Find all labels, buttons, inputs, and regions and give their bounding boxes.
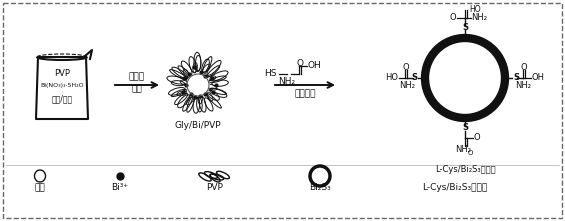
Text: HO: HO: [469, 4, 481, 13]
Polygon shape: [36, 57, 88, 119]
Text: HS: HS: [264, 69, 277, 78]
Text: S: S: [513, 74, 519, 82]
Text: S: S: [411, 74, 417, 82]
Text: HO: HO: [385, 74, 398, 82]
Text: 水热反应: 水热反应: [294, 90, 316, 99]
Text: NH₂: NH₂: [471, 13, 487, 23]
Text: L-Cys/Bi₂S₃空心球: L-Cys/Bi₂S₃空心球: [434, 166, 496, 175]
Text: 溶剂热: 溶剂热: [129, 72, 145, 82]
Text: Bi(NO₃)₃·5H₂O: Bi(NO₃)₃·5H₂O: [40, 84, 84, 88]
Text: O: O: [297, 59, 303, 67]
Text: NH₂: NH₂: [455, 145, 471, 154]
Text: OH: OH: [532, 74, 545, 82]
Circle shape: [425, 38, 505, 118]
Text: 甘油: 甘油: [34, 183, 45, 192]
Text: NH₂: NH₂: [515, 82, 531, 91]
Text: PVP: PVP: [207, 183, 223, 192]
Text: O: O: [467, 150, 473, 156]
Text: 甘油/乙醇: 甘油/乙醇: [51, 95, 72, 103]
Text: S: S: [462, 124, 468, 133]
Text: Bi₂S₃: Bi₂S₃: [309, 183, 331, 192]
Text: O: O: [474, 133, 481, 143]
Text: L-Cys/Bi₂S₃空心球: L-Cys/Bi₂S₃空心球: [423, 183, 488, 192]
Text: Gly/Bi/PVP: Gly/Bi/PVP: [175, 120, 221, 130]
Text: O: O: [449, 13, 456, 23]
Circle shape: [187, 74, 209, 96]
Text: NH₂: NH₂: [399, 82, 415, 91]
Text: O: O: [521, 63, 527, 72]
Text: NH₂: NH₂: [279, 78, 295, 86]
Polygon shape: [34, 170, 46, 182]
Text: S: S: [462, 23, 468, 32]
Text: PVP: PVP: [54, 69, 70, 78]
Text: OH: OH: [308, 61, 321, 70]
Text: O: O: [403, 63, 409, 72]
Text: 反应: 反应: [132, 84, 142, 93]
Text: Bi³⁺: Bi³⁺: [111, 183, 129, 192]
